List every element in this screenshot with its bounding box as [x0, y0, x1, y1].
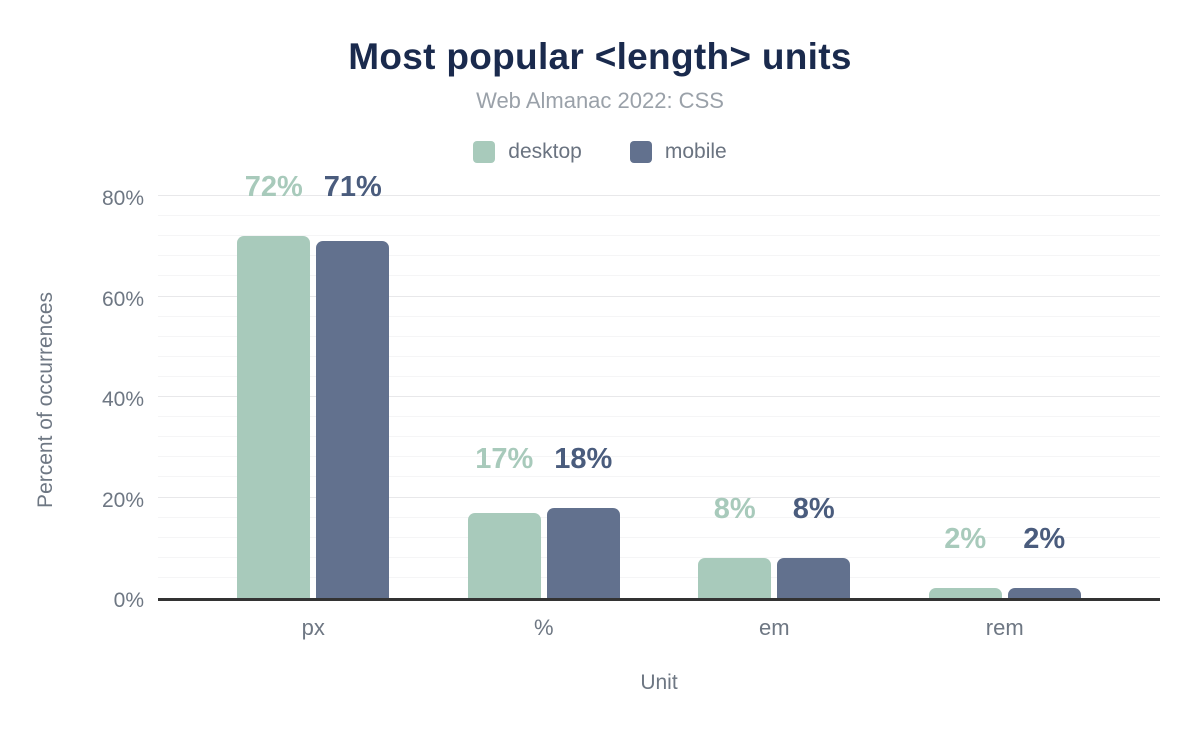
chart-title: Most popular <length> units [348, 36, 852, 77]
y-tick-label: 80% [101, 187, 144, 210]
gridline [158, 355, 1160, 357]
gridline [158, 576, 1160, 578]
bar-group-%: 17% 18% [429, 199, 660, 598]
value-label-desktop: 72% [244, 171, 303, 204]
bar-desktop-%[interactable] [467, 512, 541, 598]
bar-group-em: 8% 8% [659, 199, 890, 598]
legend: desktop mobile [0, 140, 1200, 164]
bar-group-px: 72% 71% [198, 173, 429, 598]
gridline [158, 456, 1160, 458]
x-tick-label-px: px [301, 615, 325, 640]
y-tick-label: 40% [101, 388, 144, 411]
bar-desktop-em[interactable] [698, 557, 772, 598]
gridline [158, 215, 1160, 217]
legend-item-desktop: desktop [473, 140, 582, 164]
gridline [158, 556, 1160, 558]
chart-area: Percent of occurrences 0% 20% 40% 60% 80% 72… [18, 173, 1160, 695]
plot-area: 72% 71% 17% 18% 8% 8% 2% 2% [158, 173, 1160, 601]
value-label-mobile: 71% [323, 171, 382, 204]
y-axis-title: Percent of occurrences [18, 199, 74, 601]
value-label-desktop: 8% [713, 492, 756, 525]
value-label-mobile: 2% [1023, 522, 1066, 555]
bar-mobile-%[interactable] [546, 507, 620, 598]
gridline [158, 335, 1160, 337]
legend-label: desktop [508, 140, 582, 163]
gridline [158, 315, 1160, 317]
y-axis-ticks: 0% 20% 40% 60% 80% [74, 187, 158, 612]
bar-mobile-rem[interactable] [1007, 587, 1081, 598]
x-tick-label-%: % [533, 615, 554, 640]
gridline [158, 255, 1160, 257]
gridline [158, 416, 1160, 418]
gridline [158, 375, 1160, 377]
bar-mobile-px[interactable] [316, 241, 390, 598]
value-label-mobile: 8% [792, 492, 835, 525]
gridline [158, 195, 1160, 196]
gridline [158, 516, 1160, 518]
bars-row: 72% 71% 17% 18% 8% 8% 2% 2% [158, 173, 1160, 598]
gridline [158, 275, 1160, 277]
gridline [158, 396, 1160, 397]
x-tick-label-rem: rem [985, 615, 1024, 640]
x-axis-title: Unit [640, 671, 678, 694]
value-labels-rem: 2% 2% [890, 522, 1121, 555]
bar-desktop-px[interactable] [237, 236, 311, 598]
legend-item-mobile: mobile [629, 140, 727, 164]
legend-swatch-icon [629, 141, 652, 163]
gridline [158, 436, 1160, 438]
gridline [158, 536, 1160, 538]
bar-mobile-em[interactable] [777, 557, 851, 598]
gridline [158, 295, 1160, 297]
value-labels-%: 17% 18% [429, 442, 660, 475]
y-axis-title-text: Percent of occurrences [34, 292, 57, 508]
value-label-desktop: 17% [475, 442, 534, 475]
value-label-desktop: 2% [944, 522, 987, 555]
chart-subtitle: Web Almanac 2022: CSS [476, 88, 724, 113]
value-labels-px: 72% 71% [198, 173, 429, 202]
legend-swatch-icon [473, 141, 496, 163]
bar-group-rem: 2% 2% [890, 199, 1121, 598]
x-axis-labels: px% em rem [158, 615, 1160, 641]
y-tick-label: 0% [113, 589, 144, 612]
bar-desktop-rem[interactable] [928, 587, 1002, 598]
legend-label: mobile [664, 140, 727, 163]
gridline [158, 476, 1160, 478]
x-tick-label-em: em [758, 615, 790, 640]
value-labels-em: 8% 8% [659, 492, 890, 525]
gridline [158, 496, 1160, 498]
gridline [158, 235, 1160, 237]
value-label-mobile: 18% [554, 442, 613, 475]
y-tick-label: 20% [101, 488, 144, 512]
y-tick-label: 60% [101, 287, 144, 311]
